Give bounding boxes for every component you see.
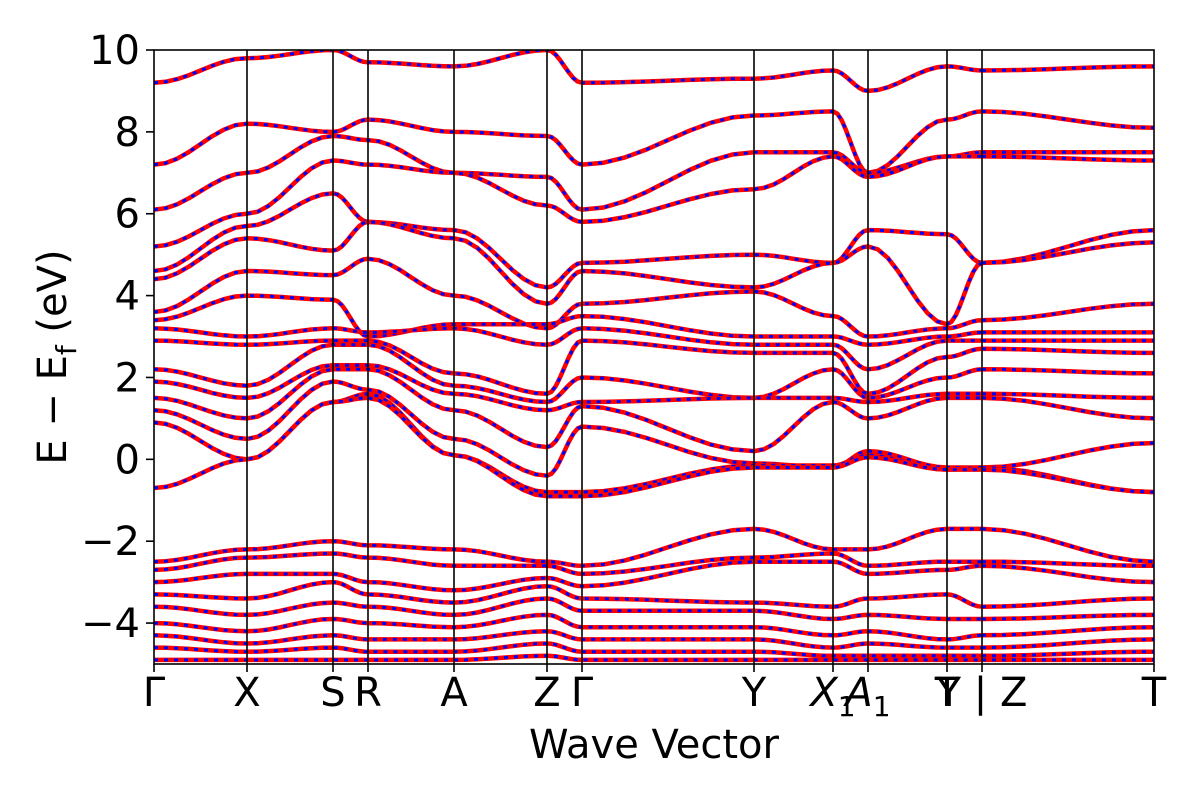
y-tick-label: −2	[81, 519, 140, 565]
y-axis-label-main: E − E	[30, 355, 76, 465]
y-tick-label: 4	[115, 274, 140, 320]
y-axis-label-unit: (eV)	[30, 249, 76, 345]
band-line-dashed	[154, 597, 1154, 621]
band-line-dashed	[154, 294, 1154, 347]
y-tick-label: −4	[81, 601, 140, 647]
band-line-dashed	[154, 134, 1154, 212]
band-line-dashed	[154, 326, 1154, 371]
x-tick-label: Y | Z	[936, 670, 1028, 716]
band-line-dashed	[154, 527, 1154, 568]
band-line-dashed	[154, 154, 1154, 248]
x-tick-label-main: Γ	[143, 670, 166, 716]
x-tick-label-main: R	[354, 670, 382, 716]
band-line-dashed	[154, 363, 1154, 412]
y-tick-label: 2	[115, 355, 140, 401]
y-axis-ticks: −4 −2 0 2 4 6 8 10	[81, 28, 154, 647]
x-tick-label: T	[934, 670, 960, 716]
x-tick-label: Γ	[571, 670, 594, 716]
band-line-dashed	[154, 654, 1154, 662]
x-tick-label: Γ	[143, 670, 166, 716]
bands-layer	[154, 50, 1154, 663]
band-line-dashed	[154, 191, 1154, 289]
band-line-solid	[154, 559, 1154, 593]
x-tick-label-subscript: 1	[873, 690, 891, 723]
band-line-solid	[154, 395, 1154, 499]
x-tick-label: A1	[842, 670, 890, 723]
x-tick-label-main: X	[808, 670, 839, 716]
x-axis-label: Wave Vector	[529, 722, 780, 768]
x-tick-label-main: Y	[741, 670, 767, 716]
x-tick-label-main: A	[842, 670, 872, 716]
x-tick-label-main: X	[233, 670, 260, 716]
x-tick-label-main: A	[440, 670, 468, 716]
y-axis-label-subscript: f	[50, 344, 83, 355]
band-line-dashed	[154, 642, 1154, 658]
y-tick-label: 0	[115, 437, 140, 483]
band-line-dashed	[154, 629, 1154, 650]
x-tick-label-main: S	[320, 670, 345, 716]
x-tick-label-main: T	[934, 670, 960, 716]
band-line-dashed	[154, 50, 1154, 93]
high-symmetry-lines	[246, 50, 983, 664]
plot-frame	[153, 49, 1155, 665]
band-line-dashed	[154, 552, 1154, 576]
x-tick-label-main: T	[1141, 670, 1167, 716]
x-tick-label: R	[354, 670, 382, 716]
x-tick-label: T	[1141, 670, 1167, 716]
band-line-dashed	[154, 109, 1154, 175]
x-tick-label: X1	[808, 670, 855, 723]
x-tick-label: S	[320, 670, 345, 716]
band-line-dashed	[154, 220, 1154, 326]
y-tick-label: 10	[89, 28, 140, 74]
x-tick-label: X	[233, 670, 260, 716]
band-line-dashed	[154, 339, 1154, 396]
x-tick-label: Y	[741, 670, 767, 716]
band-line-dashed	[154, 613, 1154, 641]
x-tick-label-main: Y | Z	[936, 670, 1028, 716]
x-tick-label: A	[440, 670, 468, 716]
x-tick-label-main: Z	[533, 670, 560, 716]
x-tick-label-subscript: 1	[838, 690, 856, 723]
band-line-dashed	[154, 380, 1154, 478]
band-line-dashed	[154, 367, 1154, 453]
band-line-dashed	[154, 343, 1154, 404]
x-tick-label-main: Γ	[571, 670, 594, 716]
band-line-dashed	[154, 580, 1154, 609]
y-axis-label: E − Ef (eV)	[30, 249, 83, 464]
y-tick-label: 8	[115, 110, 140, 156]
y-tick-label: 6	[115, 192, 140, 238]
band-line-solid	[154, 256, 1154, 339]
x-tick-label: Z	[533, 670, 560, 716]
